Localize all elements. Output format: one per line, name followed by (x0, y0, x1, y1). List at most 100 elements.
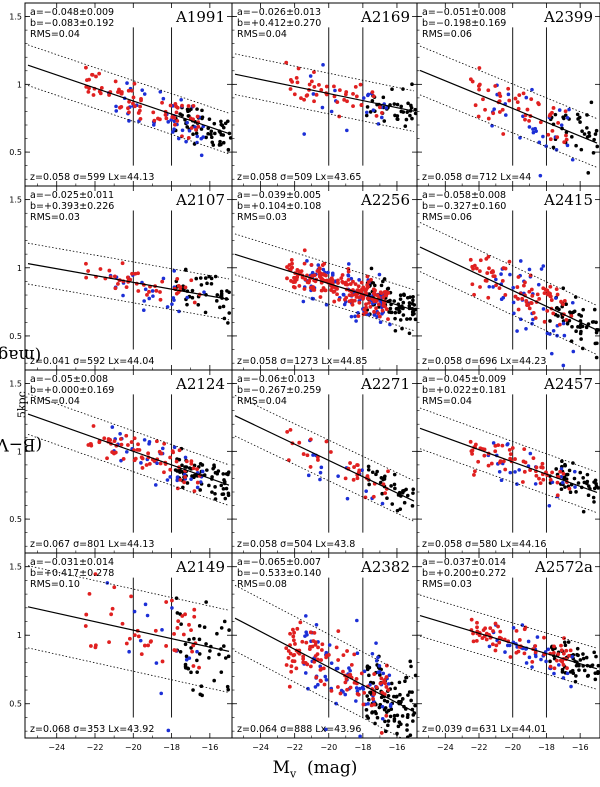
data-point-red (486, 463, 491, 468)
data-point-red (316, 645, 320, 650)
data-point-red (497, 110, 502, 114)
data-point-black (389, 484, 393, 488)
data-point-red (523, 460, 528, 465)
data-point-black (224, 486, 229, 491)
data-point-red (498, 94, 503, 99)
scatter-bound-line (27, 565, 230, 611)
data-point-red (471, 639, 476, 644)
x-tick-label: −24 (437, 743, 454, 752)
data-point-red (470, 264, 475, 269)
data-point-black (194, 131, 199, 136)
x-tick-label: −16 (572, 743, 589, 752)
y-tick-label: 1 (17, 447, 22, 456)
data-point-red (564, 137, 569, 142)
panel-A2124: 0.5 1 1.5 a=−0.05±0.008b=+0.000±0.169RMS=0.… (9, 369, 233, 554)
points-group (285, 248, 417, 336)
data-point-black (591, 151, 596, 155)
data-point-black (594, 654, 598, 659)
data-point-red (178, 478, 183, 482)
x-tick-label: −24 (252, 743, 269, 752)
data-point-blue (537, 140, 542, 145)
data-point-red (312, 659, 317, 664)
data-point-red (352, 652, 357, 657)
data-point-red (133, 271, 138, 276)
data-point-red (475, 625, 479, 630)
data-point-red (113, 450, 118, 455)
data-point-blue (329, 661, 334, 665)
data-point-blue (384, 106, 389, 110)
data-point-red (312, 70, 316, 75)
data-point-black (408, 295, 412, 299)
y-axis-label-unit: (mag) (0, 345, 42, 366)
data-point-black (227, 311, 232, 315)
data-point-red (371, 697, 375, 701)
data-point-black (592, 307, 597, 312)
data-point-blue (380, 704, 385, 709)
data-point-blue (310, 270, 315, 275)
data-point-blue (524, 661, 529, 665)
data-point-blue (538, 173, 543, 178)
data-point-blue (506, 92, 511, 97)
data-point-blue (308, 74, 313, 78)
data-point-red (549, 298, 554, 302)
data-point-red (510, 446, 515, 450)
data-point-red (371, 94, 376, 99)
data-point-red (473, 103, 478, 108)
data-point-red (86, 269, 91, 273)
data-point-black (180, 463, 184, 468)
data-point-blue (326, 270, 330, 275)
data-point-red (351, 91, 355, 96)
data-point-red (380, 110, 384, 115)
data-point-red (366, 284, 370, 289)
data-point-blue (511, 285, 516, 290)
data-point-red (87, 86, 91, 91)
data-point-black (210, 490, 214, 494)
data-point-red (527, 118, 531, 123)
data-point-blue (533, 126, 538, 131)
data-point-red (130, 271, 134, 276)
data-point-blue (562, 333, 567, 338)
data-point-red (534, 465, 539, 470)
rms-label: RMS=0.10 (30, 579, 80, 590)
data-point-red (379, 676, 384, 681)
data-point-black (175, 611, 180, 615)
data-point-black (213, 497, 218, 501)
data-point-red (89, 644, 93, 648)
data-point-red (500, 443, 505, 448)
y-tick-label: 1.5 (9, 196, 22, 205)
data-point-red (319, 88, 324, 92)
data-point-red (298, 620, 303, 625)
data-point-black (222, 644, 226, 648)
data-point-blue (349, 314, 354, 319)
data-point-red (480, 447, 485, 451)
data-point-blue (527, 655, 532, 660)
data-point-red (497, 460, 502, 465)
data-point-red (172, 632, 176, 636)
data-point-black (191, 132, 195, 136)
data-point-black (392, 717, 397, 721)
data-point-blue (159, 691, 164, 696)
data-point-black (403, 124, 408, 128)
data-point-black (410, 310, 415, 314)
data-point-blue (557, 663, 561, 667)
data-point-red (343, 476, 348, 481)
data-point-black (396, 724, 401, 729)
data-point-red (178, 285, 183, 290)
data-point-black (194, 276, 199, 281)
data-point-blue (195, 649, 199, 654)
data-point-blue (533, 482, 538, 486)
data-point-red (317, 266, 322, 271)
data-point-red (522, 447, 527, 452)
y-tick-label: 0.5 (9, 700, 22, 709)
data-point-red (140, 466, 145, 470)
data-point-blue (573, 485, 577, 489)
cluster-properties-label: z=0.064 σ=888 Lx=43.96 (237, 724, 361, 735)
data-point-red (376, 311, 381, 316)
data-point-blue (544, 659, 548, 664)
data-point-black (400, 326, 404, 331)
data-point-red (292, 653, 297, 657)
data-point-red (112, 439, 117, 444)
data-point-black (375, 469, 379, 474)
data-point-red (489, 461, 494, 466)
panel-frame (416, 552, 600, 739)
